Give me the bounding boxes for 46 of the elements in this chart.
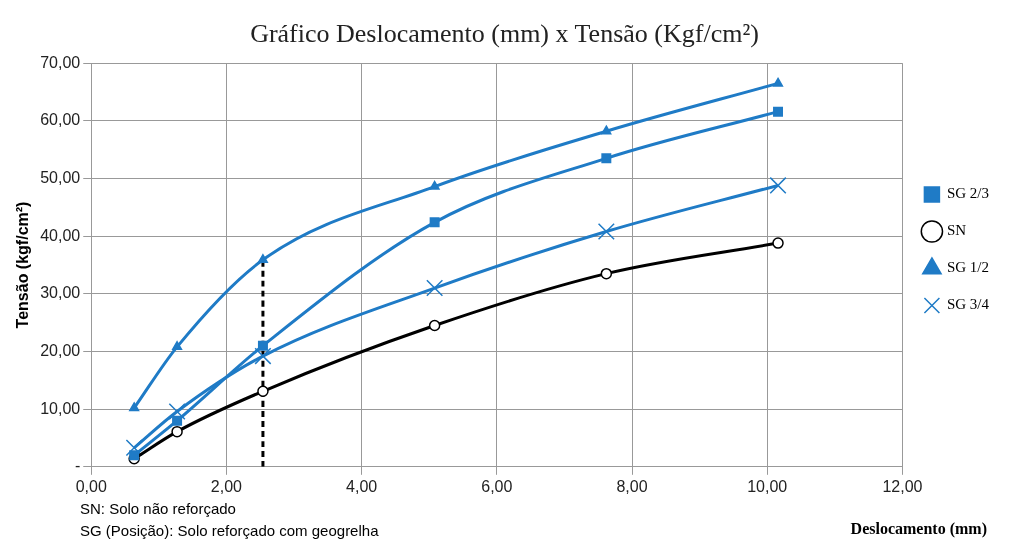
point [601,153,612,164]
legend-label: SG 2/3 [946,185,989,202]
x-tick-label: 4,00 [346,477,378,495]
y-tick-label: 40,00 [40,226,81,244]
x-axis-title: Deslocamento (mm) [850,520,987,538]
point [429,217,440,228]
point [257,340,268,351]
point [773,106,784,117]
text: SG (Posição): Solo reforçado com geogrelha [80,521,379,541]
point [429,180,440,190]
y-tick-label: - [74,457,81,475]
x-tick-label: 0,00 [75,477,107,495]
point [257,385,269,398]
point [601,125,612,135]
y-tick-label: 60,00 [40,111,81,129]
point [129,402,140,412]
point [428,319,441,332]
y-tick-label: 30,00 [40,284,81,302]
x-tick-label: 12,00 [882,477,923,495]
y-tick-label: 20,00 [40,341,81,359]
point [772,77,784,87]
point [168,402,186,420]
point [597,223,615,241]
point [129,450,140,461]
chart-title: Gráfico Deslocamento (mm) x Tensão (Kgf/cm²) [250,19,759,49]
x-tick-label: 2,00 [210,477,243,495]
x-tick-label: 8,00 [616,477,648,495]
point [600,267,613,280]
point [772,237,784,249]
point [172,341,183,351]
x-tick-label: 6,00 [481,477,513,495]
y-tick-label: 10,00 [40,399,81,417]
point [769,176,787,194]
point [426,279,444,297]
legend-label: SG 1/2 [946,259,989,276]
legend-label: SG 3/4 [946,296,990,313]
legend-label: SN [946,222,967,239]
point [171,425,183,438]
point [254,347,272,365]
point [172,415,183,426]
y-axis-title: Tensão (kgf/cm²) [14,201,32,329]
y-tick-label: 50,00 [40,168,81,186]
y-tick-label: 70,00 [40,53,81,71]
point [257,254,269,264]
x-tick-label: 10,00 [747,477,788,495]
text: SN: Solo não reforçado [80,499,237,519]
